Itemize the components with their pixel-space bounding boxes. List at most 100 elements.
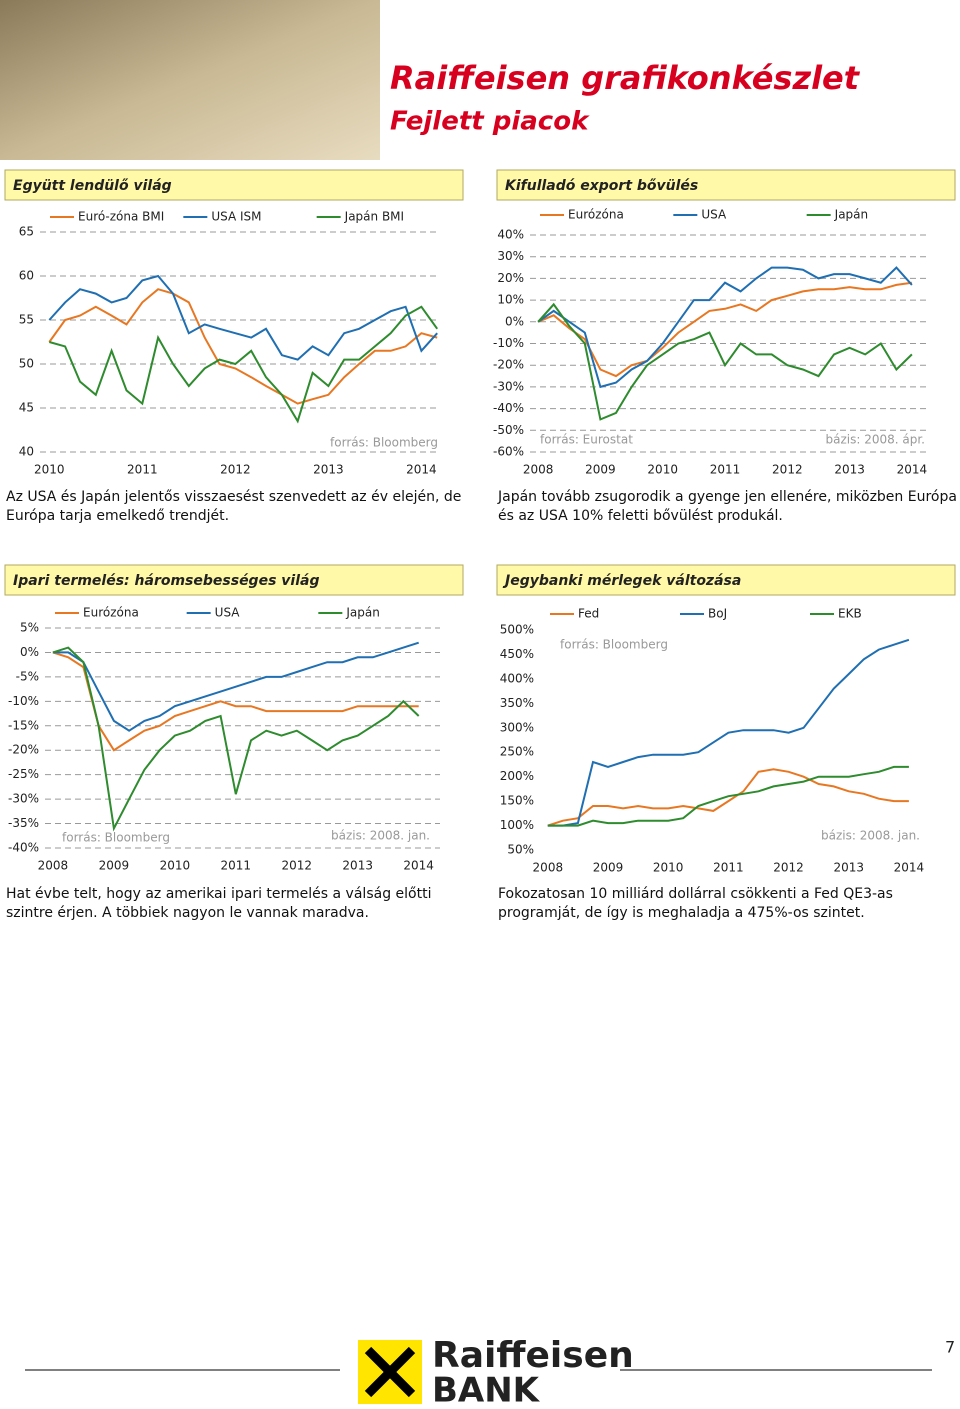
legend-label: Japán BMI [344, 210, 404, 224]
y-tick-label: 50% [507, 843, 534, 857]
y-tick-label: -25% [8, 767, 39, 781]
y-tick-label: -40% [8, 841, 39, 855]
x-tick-label: 2011 [713, 861, 744, 875]
series-line [48, 288, 438, 405]
x-tick-label: 2014 [406, 463, 437, 477]
x-tick-label: 2009 [99, 859, 130, 873]
y-tick-label: 350% [500, 696, 534, 710]
x-tick-label: 2011 [127, 463, 158, 477]
y-tick-label: -20% [493, 358, 524, 372]
y-tick-label: 250% [500, 745, 534, 759]
series-line [49, 305, 439, 424]
panel-header [4, 564, 464, 596]
source-note: forrás: Bloomberg [62, 831, 170, 845]
panel-title: Ipari termelés: háromsebességes világ [13, 573, 319, 589]
series-line [48, 274, 438, 361]
source-note: forrás: Eurostat [540, 433, 633, 447]
legend-label: USA [701, 208, 727, 222]
x-tick-label: 2010 [653, 861, 684, 875]
x-tick-label: 2009 [593, 861, 624, 875]
x-tick-label: 2011 [221, 859, 252, 873]
legend-label: Japán [345, 606, 379, 620]
x-tick-label: 2010 [647, 463, 678, 477]
panel-header [496, 564, 956, 596]
y-tick-label: -15% [8, 718, 39, 732]
source-note: forrás: Bloomberg [560, 638, 668, 652]
legend-label: Eurózóna [568, 208, 624, 222]
series-line [547, 638, 910, 827]
legend-label: USA [215, 606, 241, 620]
base-note: bázis: 2008. jan. [331, 829, 430, 843]
y-tick-label: -20% [8, 743, 39, 757]
series-line [547, 765, 909, 827]
y-tick-label: 45 [19, 401, 34, 415]
y-tick-label: 65 [19, 225, 34, 239]
x-tick-label: 2012 [281, 859, 312, 873]
y-tick-label: -10% [493, 336, 524, 350]
logo [358, 1340, 422, 1404]
x-tick-label: 2012 [773, 861, 804, 875]
y-tick-label: 5% [20, 621, 39, 635]
base-note: bázis: 2008. jan. [821, 829, 920, 843]
y-tick-label: 400% [500, 671, 534, 685]
y-tick-label: 100% [500, 818, 534, 832]
series-line [52, 641, 420, 732]
brand: Raiffeisen [432, 1335, 634, 1376]
y-tick-label: 55 [19, 313, 34, 327]
x-tick-label: 2008 [533, 861, 564, 875]
y-tick-label: 20% [497, 271, 524, 285]
header-bg [380, 0, 960, 160]
y-tick-label: 500% [500, 623, 534, 637]
legend-label: Euró-zóna BMI [78, 210, 164, 224]
y-tick-label: -40% [493, 401, 524, 415]
y-tick-label: -50% [493, 423, 524, 437]
x-tick-label: 2010 [160, 859, 191, 873]
legend-label: EKB [838, 607, 862, 621]
panel-title: Kifulladó export bővülés [505, 178, 698, 194]
y-tick-label: 40 [19, 445, 34, 459]
x-tick-label: 2008 [523, 463, 554, 477]
series-line [537, 266, 913, 389]
panel-title: Jegybanki mérlegek változása [502, 573, 741, 589]
panel-title: Együtt lendülő világ [13, 178, 172, 194]
x-tick-label: 2013 [313, 463, 344, 477]
x-tick-label: 2011 [710, 463, 741, 477]
y-tick-label: 300% [500, 720, 534, 734]
brand-bank: BANK [432, 1371, 541, 1409]
panel-caption: Japán tovább zsugorodik a gyenge jen ell… [498, 489, 957, 524]
series-line [52, 646, 420, 832]
legend-label: Eurózóna [83, 606, 139, 620]
series-line [52, 651, 419, 752]
x-tick-label: 2014 [897, 463, 928, 477]
y-tick-label: -5% [16, 669, 39, 683]
y-tick-label: 60 [19, 269, 34, 283]
y-tick-label: 0% [20, 645, 39, 659]
page-title: Raiffeisen grafikonkészlet [390, 59, 861, 97]
y-tick-label: -60% [493, 445, 524, 459]
page-number: 7 [945, 1338, 955, 1357]
series-line [547, 768, 909, 827]
y-tick-label: -35% [8, 816, 39, 830]
y-tick-label: -30% [8, 792, 39, 806]
series-line [537, 281, 913, 378]
panel-caption: Hat évbe telt, hogy az amerikai ipari te… [6, 886, 432, 921]
panel-caption: Az USA és Japán jelentős visszaesést sze… [6, 489, 462, 524]
legend-label: Fed [578, 607, 599, 621]
panel-caption: Fokozatosan 10 milliárd dollárral csökke… [498, 886, 893, 921]
panel-header [496, 169, 956, 201]
page-subtitle: Fejlett piacok [390, 107, 590, 137]
header-photo [0, 0, 380, 160]
y-tick-label: 0% [505, 314, 524, 328]
y-tick-label: 50 [19, 357, 34, 371]
y-tick-label: -30% [493, 379, 524, 393]
x-tick-label: 2009 [585, 463, 616, 477]
source-note: forrás: Bloomberg [330, 436, 438, 450]
x-tick-label: 2012 [220, 463, 251, 477]
series-line [537, 302, 913, 421]
y-tick-label: 200% [500, 769, 534, 783]
x-tick-label: 2012 [772, 463, 803, 477]
legend-label: Japán [834, 208, 868, 222]
y-tick-label: 40% [497, 228, 524, 242]
